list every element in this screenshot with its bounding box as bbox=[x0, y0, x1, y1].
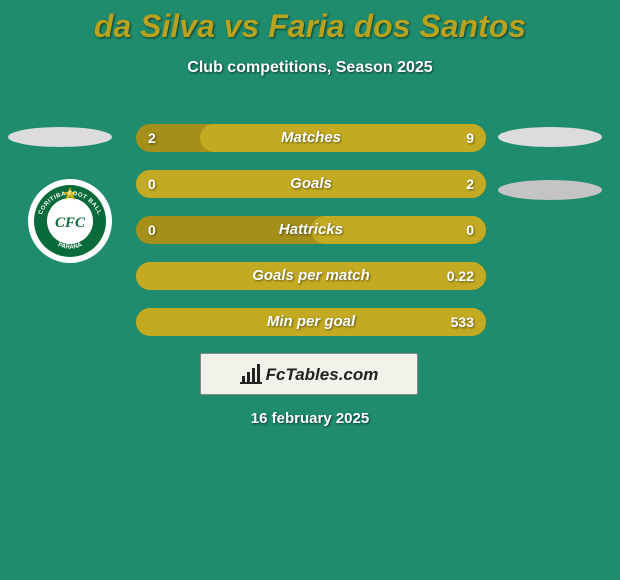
stat-row: Goals per match0.22 bbox=[136, 262, 486, 290]
stats-panel: Matches29Goals02Hattricks00Goals per mat… bbox=[136, 124, 486, 354]
brand-text: FcTables.com bbox=[266, 365, 379, 384]
stat-row: Hattricks0 0 bbox=[136, 216, 486, 244]
player-slot-right-1 bbox=[498, 127, 602, 147]
stat-value-left: 0 bbox=[148, 170, 156, 198]
brand-attribution: FcTables.com bbox=[200, 353, 418, 395]
stat-value-right: 0.22 bbox=[447, 262, 474, 290]
stat-value-right: 2 bbox=[466, 170, 474, 198]
stat-label: Goals per match bbox=[136, 262, 486, 290]
player-slot-right-2 bbox=[498, 180, 602, 200]
bar-chart-icon bbox=[240, 364, 262, 384]
stat-value-left: 2 bbox=[148, 124, 156, 152]
stat-label: Goals bbox=[136, 170, 486, 198]
club-crest-icon: CORITIBA FOOT BALLPARANÁCFC bbox=[28, 179, 112, 263]
club-badge-coritiba: CORITIBA FOOT BALLPARANÁCFC bbox=[28, 179, 112, 263]
footer-date: 16 february 2025 bbox=[0, 410, 620, 427]
svg-text:CFC: CFC bbox=[55, 215, 86, 231]
stat-label: Min per goal bbox=[136, 308, 486, 336]
stat-value-right: 0 bbox=[466, 216, 474, 244]
stat-value-right: 9 bbox=[466, 124, 474, 152]
stat-row: Goals0 2 bbox=[136, 170, 486, 198]
player-slot-left bbox=[8, 127, 112, 147]
stat-label: Hattricks bbox=[136, 216, 486, 244]
stat-value-left: 0 bbox=[148, 216, 156, 244]
stat-row: Matches2 9 bbox=[136, 124, 486, 152]
page-subtitle: Club competitions, Season 2025 bbox=[0, 59, 620, 77]
stat-value-right: 533 bbox=[451, 308, 474, 336]
stat-row: Min per goal533 bbox=[136, 308, 486, 336]
stat-label: Matches bbox=[136, 124, 486, 152]
page-title: da Silva vs Faria dos Santos bbox=[0, 0, 620, 45]
comparison-infographic: da Silva vs Faria dos Santos Club compet… bbox=[0, 0, 620, 580]
